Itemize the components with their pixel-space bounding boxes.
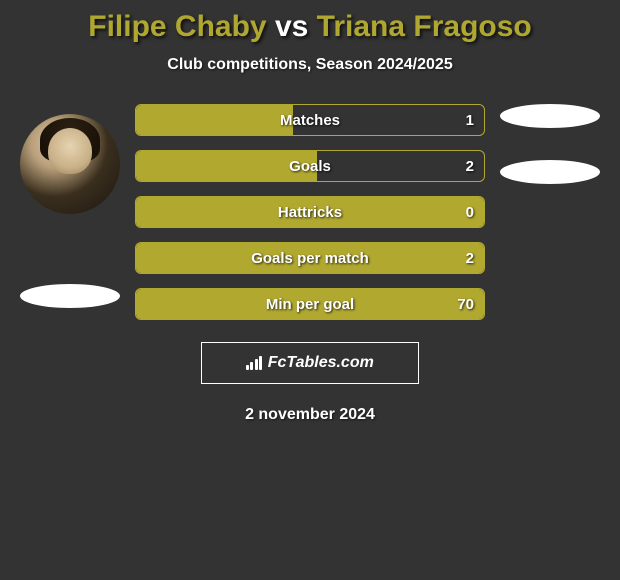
stat-bar: Matches1	[135, 104, 485, 136]
stat-value: 0	[466, 204, 474, 221]
brand-logo-icon	[246, 356, 262, 370]
brand-text: FcTables.com	[268, 354, 374, 372]
player-left-column	[15, 104, 125, 308]
stat-value: 2	[466, 250, 474, 267]
stat-value: 1	[466, 112, 474, 129]
stat-label: Goals	[136, 158, 484, 175]
title-vs: vs	[275, 10, 317, 43]
brand-box: FcTables.com	[201, 342, 419, 384]
stats-bars: Matches1Goals2Hattricks0Goals per match2…	[135, 104, 485, 320]
player-left-avatar	[20, 114, 120, 214]
stat-label: Min per goal	[136, 296, 484, 313]
stat-label: Hattricks	[136, 204, 484, 221]
stat-label: Matches	[136, 112, 484, 129]
player-right-ellipse-2	[500, 160, 600, 184]
comparison-row: Matches1Goals2Hattricks0Goals per match2…	[10, 104, 610, 320]
stat-bar: Hattricks0	[135, 196, 485, 228]
stat-value: 70	[457, 296, 474, 313]
subtitle: Club competitions, Season 2024/2025	[10, 56, 610, 74]
player-right-column	[495, 104, 605, 184]
stat-bar: Min per goal70	[135, 288, 485, 320]
stat-value: 2	[466, 158, 474, 175]
stat-label: Goals per match	[136, 250, 484, 267]
player-left-ellipse	[20, 284, 120, 308]
player-right-ellipse-1	[500, 104, 600, 128]
stat-bar: Goals2	[135, 150, 485, 182]
footer-date: 2 november 2024	[10, 406, 610, 424]
title-player1: Filipe Chaby	[88, 10, 266, 43]
title-player2: Triana Fragoso	[317, 10, 532, 43]
page-title: Filipe Chaby vs Triana Fragoso	[10, 10, 610, 44]
stat-bar: Goals per match2	[135, 242, 485, 274]
